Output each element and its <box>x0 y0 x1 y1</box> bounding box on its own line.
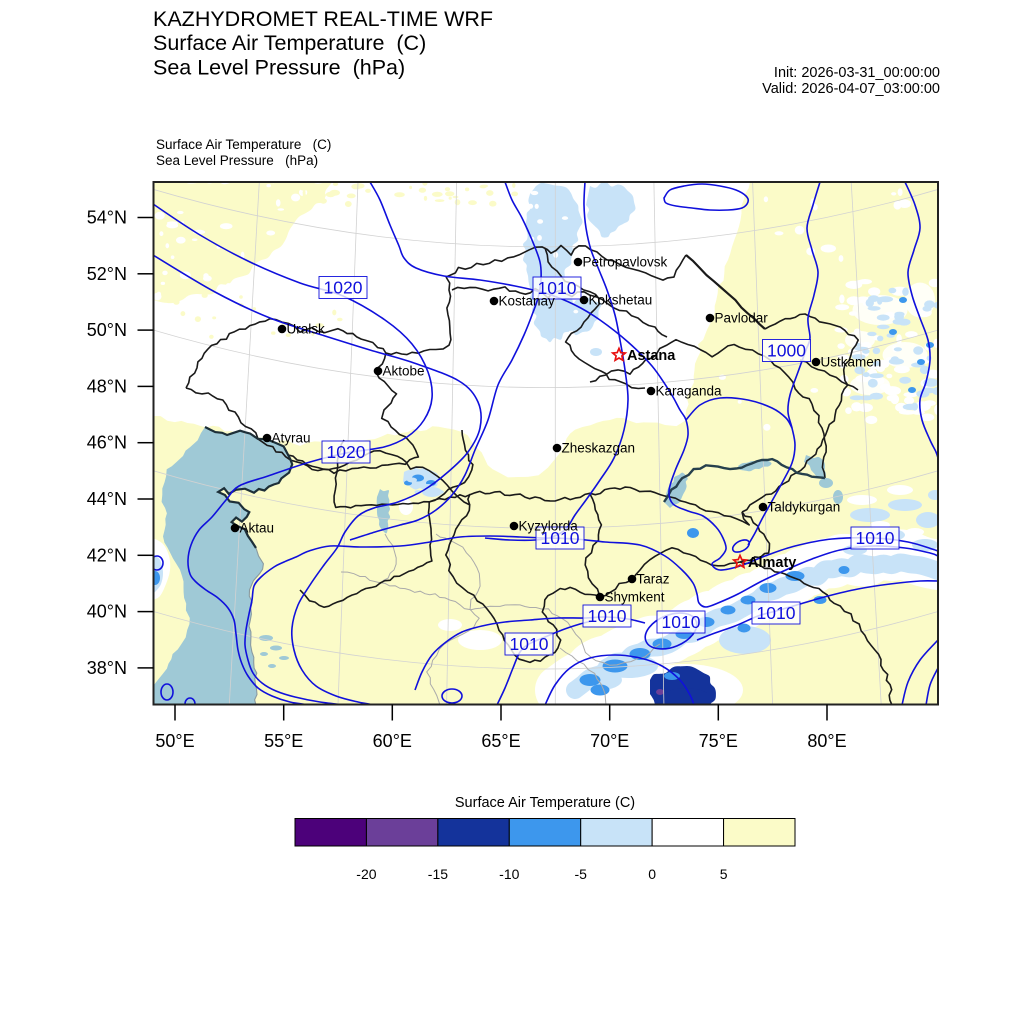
svg-text:60°E: 60°E <box>373 731 412 751</box>
svg-text:Init: 2026-03-31_00:00:00: Init: 2026-03-31_00:00:00 <box>774 65 940 81</box>
svg-text:52°N: 52°N <box>87 264 127 284</box>
svg-text:Sea Level Pressure (hPa): Sea Level Pressure (hPa) <box>156 153 318 168</box>
svg-text:40°N: 40°N <box>87 602 127 622</box>
svg-text:1010: 1010 <box>510 634 549 654</box>
svg-text:-10: -10 <box>499 866 519 882</box>
svg-text:Taldykurgan: Taldykurgan <box>768 500 841 515</box>
svg-text:Uralsk: Uralsk <box>287 322 326 337</box>
svg-text:50°N: 50°N <box>87 320 127 340</box>
svg-text:1010: 1010 <box>538 278 577 298</box>
svg-text:Pavlodar: Pavlodar <box>715 311 769 326</box>
svg-text:1020: 1020 <box>324 278 363 298</box>
svg-text:Atyrau: Atyrau <box>272 431 311 446</box>
svg-text:Petropavlovsk: Petropavlovsk <box>583 255 668 270</box>
svg-text:-15: -15 <box>428 866 448 882</box>
svg-text:1010: 1010 <box>662 612 701 632</box>
svg-text:Aktobe: Aktobe <box>383 364 425 379</box>
svg-text:Aktau: Aktau <box>240 521 275 536</box>
svg-text:80°E: 80°E <box>807 731 846 751</box>
svg-text:38°N: 38°N <box>87 658 127 678</box>
svg-text:44°N: 44°N <box>87 489 127 509</box>
svg-text:KAZHYDROMET REAL-TIME WRF: KAZHYDROMET REAL-TIME WRF <box>153 7 493 31</box>
svg-text:Ustkamen: Ustkamen <box>821 355 882 370</box>
svg-text:70°E: 70°E <box>590 731 629 751</box>
svg-text:Kostanay: Kostanay <box>499 294 556 309</box>
svg-text:Surface Air Temperature (C): Surface Air Temperature (C) <box>153 31 426 55</box>
svg-text:Almaty: Almaty <box>748 555 796 571</box>
svg-text:Kokshetau: Kokshetau <box>589 293 653 308</box>
svg-text:1010: 1010 <box>757 603 796 623</box>
svg-text:Valid: 2026-04-07_03:00:00: Valid: 2026-04-07_03:00:00 <box>762 81 940 97</box>
svg-text:Surface Air Temperature (C): Surface Air Temperature (C) <box>156 137 331 152</box>
svg-text:1000: 1000 <box>767 341 806 361</box>
svg-text:1010: 1010 <box>856 528 895 548</box>
svg-text:1010: 1010 <box>588 606 627 626</box>
svg-text:Taraz: Taraz <box>637 572 670 587</box>
svg-text:5: 5 <box>720 866 728 882</box>
svg-text:Kyzylorda: Kyzylorda <box>519 519 579 534</box>
svg-text:46°N: 46°N <box>87 433 127 453</box>
svg-text:Shymkent: Shymkent <box>605 590 665 605</box>
svg-text:Sea Level Pressure (hPa): Sea Level Pressure (hPa) <box>153 56 405 80</box>
svg-text:Zheskazgan: Zheskazgan <box>562 441 636 456</box>
svg-text:0: 0 <box>648 866 656 882</box>
svg-text:-20: -20 <box>356 866 376 882</box>
svg-text:65°E: 65°E <box>481 731 520 751</box>
svg-text:50°E: 50°E <box>155 731 194 751</box>
svg-text:75°E: 75°E <box>699 731 738 751</box>
svg-text:55°E: 55°E <box>264 731 303 751</box>
svg-text:Surface Air Temperature (C): Surface Air Temperature (C) <box>455 795 635 811</box>
svg-text:48°N: 48°N <box>87 376 127 396</box>
svg-text:42°N: 42°N <box>87 545 127 565</box>
svg-text:54°N: 54°N <box>87 208 127 228</box>
svg-text:Karaganda: Karaganda <box>656 384 723 399</box>
svg-text:1020: 1020 <box>327 442 366 462</box>
svg-text:1010: 1010 <box>541 528 580 548</box>
svg-text:Astana: Astana <box>627 348 676 364</box>
svg-text:-5: -5 <box>574 866 587 882</box>
